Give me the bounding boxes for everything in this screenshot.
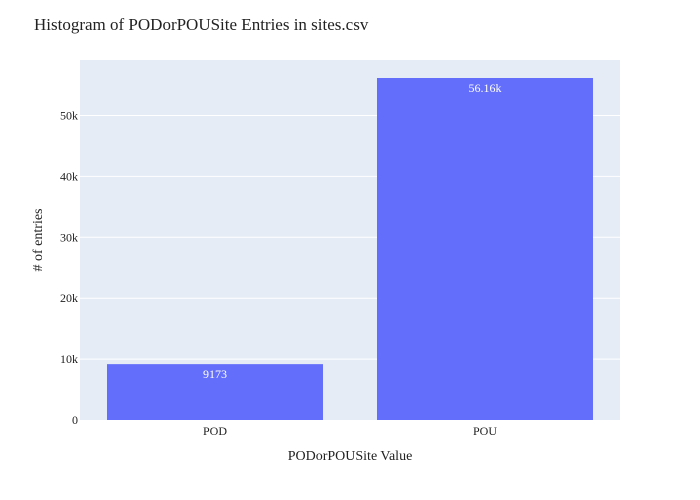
bar-pou — [377, 78, 593, 420]
bar-value-label: 9173 — [203, 367, 227, 381]
y-axis-ticks: 0 10k 20k 30k 40k 50k — [60, 109, 78, 427]
y-tick-label: 30k — [60, 230, 78, 244]
x-axis-title: PODorPOUSite Value — [288, 449, 413, 464]
bar-pod — [107, 364, 323, 420]
bar-labels: 9173 56.16k — [203, 81, 502, 381]
y-tick-label: 0 — [72, 413, 78, 427]
y-tick-label: 10k — [60, 352, 78, 366]
bars — [107, 78, 593, 420]
bar-value-label: 56.16k — [469, 81, 502, 95]
y-tick-label: 50k — [60, 109, 78, 123]
y-tick-label: 40k — [60, 169, 78, 183]
x-tick-label: POU — [473, 424, 497, 438]
x-tick-label: POD — [203, 424, 227, 438]
y-tick-label: 20k — [60, 291, 78, 305]
chart-title: Histogram of PODorPOUSite Entries in sit… — [34, 15, 369, 34]
x-axis-ticks: POD POU — [203, 424, 497, 438]
y-axis-title: # of entries — [31, 209, 46, 272]
